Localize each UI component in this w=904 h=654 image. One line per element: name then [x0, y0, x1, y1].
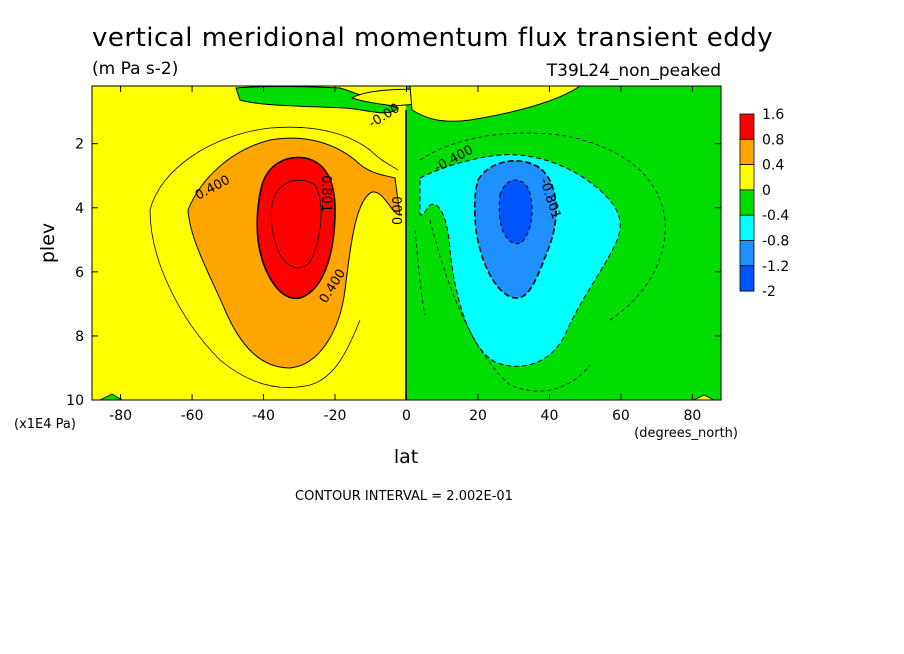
contour-line-south-outer2 — [149, 209, 361, 388]
plot-area — [92, 86, 721, 400]
colorbar-swatch — [739, 240, 755, 267]
contour-label: 0.801 — [318, 175, 333, 212]
y-axis: 2 4 6 8 10 — [66, 137, 721, 409]
upper-negative-patch — [235, 86, 399, 114]
contour-label: 0.00 — [391, 196, 406, 225]
x-tick-label: 80 — [683, 408, 701, 424]
contour-interval: CONTOUR INTERVAL = 2.002E-01 — [295, 489, 513, 504]
colorbar-swatch — [739, 164, 755, 191]
colorbar-swatch — [739, 214, 755, 241]
contour-line-north-outer2 — [429, 219, 591, 392]
y-tick-label: 8 — [75, 329, 84, 345]
x-axis: -80 -60 -40 -20 0 20 40 60 80 — [109, 86, 701, 424]
x-tick-label: -20 — [324, 408, 347, 424]
x-tick-label: 40 — [541, 408, 559, 424]
x-tick-label: 60 — [612, 408, 630, 424]
y-tick-label: 10 — [66, 393, 84, 409]
surface-patch-right — [693, 394, 715, 400]
colorbar-label: -0.8 — [762, 234, 789, 250]
y-axis-units: (x1E4 Pa) — [14, 417, 76, 432]
contour-line-south-outer — [149, 126, 399, 211]
colorbar-label: -2 — [762, 284, 776, 300]
y-tick-label: 4 — [75, 201, 84, 217]
colorbar-swatch — [739, 189, 755, 216]
x-tick-label: 0 — [402, 408, 411, 424]
y-axis-label: plev — [37, 223, 59, 263]
y-tick-label: 2 — [75, 137, 84, 153]
colorbar-label: 1.6 — [762, 107, 784, 123]
x-tick-label: 20 — [469, 408, 487, 424]
upper-positive-patch-north — [409, 86, 581, 122]
chart-title: vertical meridional momentum flux transi… — [92, 23, 773, 53]
colorbar-label: -0.4 — [762, 208, 789, 224]
contour-line-north-outer — [419, 132, 666, 321]
colorbar-swatch — [739, 138, 755, 166]
contour-line-north-left — [414, 229, 426, 316]
colorbar-swatch — [739, 265, 755, 292]
contour-line-south-inner — [270, 179, 322, 269]
colorbar-label: -1.2 — [762, 259, 789, 275]
x-axis-label: lat — [394, 446, 418, 468]
x-tick-label: -80 — [109, 408, 132, 424]
x-axis-units: (degrees_north) — [634, 426, 738, 441]
surface-patch-left — [99, 393, 123, 400]
dark-blue-core-north — [498, 179, 533, 244]
colorbar: 1.6 0.8 0.4 0 -0.4 -0.8 -1.2 -2 — [739, 107, 789, 300]
colorbar-label: 0 — [762, 183, 771, 199]
x-tick-label: -60 — [181, 408, 204, 424]
colorbar-swatch — [739, 113, 755, 140]
colorbar-label: 0.4 — [762, 158, 784, 174]
colorbar-label: 0.8 — [762, 132, 784, 148]
y-tick-label: 6 — [75, 265, 84, 281]
dataset-label: T39L24_non_peaked — [546, 61, 721, 81]
chart-units: (m Pa s-2) — [92, 59, 178, 79]
x-tick-label: -40 — [252, 408, 275, 424]
